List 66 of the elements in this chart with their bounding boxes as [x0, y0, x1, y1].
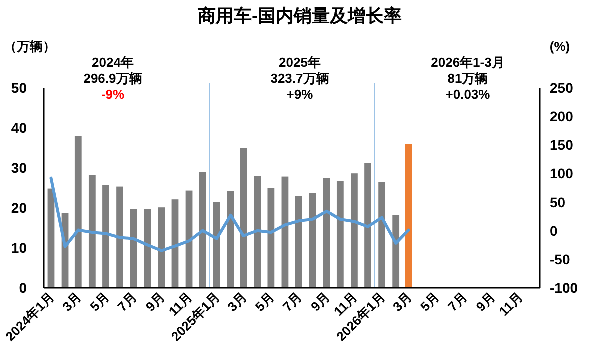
- x-tick-label: 7月: [445, 290, 470, 314]
- y2-tick-label: 50: [550, 194, 566, 210]
- bar: [213, 202, 220, 288]
- chart-title: 商用车-国内销量及增长率: [197, 6, 402, 26]
- line-series: [50, 176, 410, 252]
- y-tick-label: 20: [11, 200, 28, 216]
- y-tick-label: 0: [19, 280, 28, 296]
- bar: [323, 178, 330, 288]
- x-tick-label: 9月: [142, 290, 168, 314]
- bar: [378, 182, 386, 288]
- x-tick-label: 11月: [496, 290, 526, 320]
- text: 81万辆: [448, 71, 488, 86]
- x-tick-label: 5月: [252, 290, 278, 314]
- bar: [364, 163, 372, 288]
- bar: [351, 174, 358, 288]
- bar: [102, 185, 110, 288]
- y2-tick-label: 150: [550, 137, 574, 154]
- x-tick-label: 9月: [473, 290, 498, 314]
- y-tick-label: 10: [11, 240, 28, 256]
- bar: [309, 193, 316, 288]
- bar: [130, 209, 138, 288]
- x-tick-label: 7月: [280, 290, 305, 314]
- bar: [172, 200, 179, 288]
- x-tick-label: 5月: [87, 290, 112, 314]
- text: 2026年1-3月: [431, 55, 505, 70]
- x-tick-label: 5月: [418, 290, 442, 314]
- bar: [48, 188, 55, 288]
- bar: [199, 172, 206, 288]
- y2-tick-label: 250: [550, 80, 574, 96]
- bar: [116, 186, 124, 288]
- bar: [144, 209, 152, 288]
- bar: [254, 176, 262, 288]
- bar: [158, 208, 166, 288]
- annotation: +9%: [286, 87, 314, 102]
- text: 2025年: [279, 55, 321, 70]
- x-tick-label: 9月: [308, 290, 333, 314]
- y-axis-title: （万辆）: [4, 39, 56, 54]
- text: 323.7万辆: [270, 71, 330, 86]
- bar: [282, 176, 289, 288]
- x-tick-label: 7月: [114, 290, 140, 314]
- bar: [74, 136, 82, 288]
- x-tick-label: 3月: [224, 290, 250, 314]
- bar: [227, 191, 234, 288]
- y2-tick-label: 100: [550, 166, 574, 182]
- text: 2024年: [92, 55, 134, 70]
- x-tick-label: 3月: [60, 290, 85, 314]
- x-tick-label: 3月: [390, 290, 415, 314]
- y2-tick-label: -50: [550, 251, 570, 268]
- y2-tick-label: 0: [550, 222, 558, 239]
- bar: [392, 215, 400, 288]
- bar: [405, 144, 412, 288]
- y2-tick-label: -100: [550, 280, 578, 296]
- bar: [268, 188, 275, 288]
- bar: [336, 181, 344, 288]
- y-tick-label: 50: [11, 80, 28, 96]
- y2-axis-title: (%): [550, 39, 570, 54]
- bar: [240, 148, 248, 288]
- y2-tick-label: 200: [550, 108, 574, 125]
- annotation: -9%: [101, 87, 125, 102]
- y-tick-label: 40: [11, 120, 28, 136]
- y-tick-label: 30: [11, 160, 28, 176]
- bar: [88, 175, 96, 288]
- annotation: +0.03%: [446, 87, 491, 102]
- bar: [186, 190, 193, 288]
- bar: [295, 196, 302, 288]
- text: 296.9万辆: [84, 71, 142, 86]
